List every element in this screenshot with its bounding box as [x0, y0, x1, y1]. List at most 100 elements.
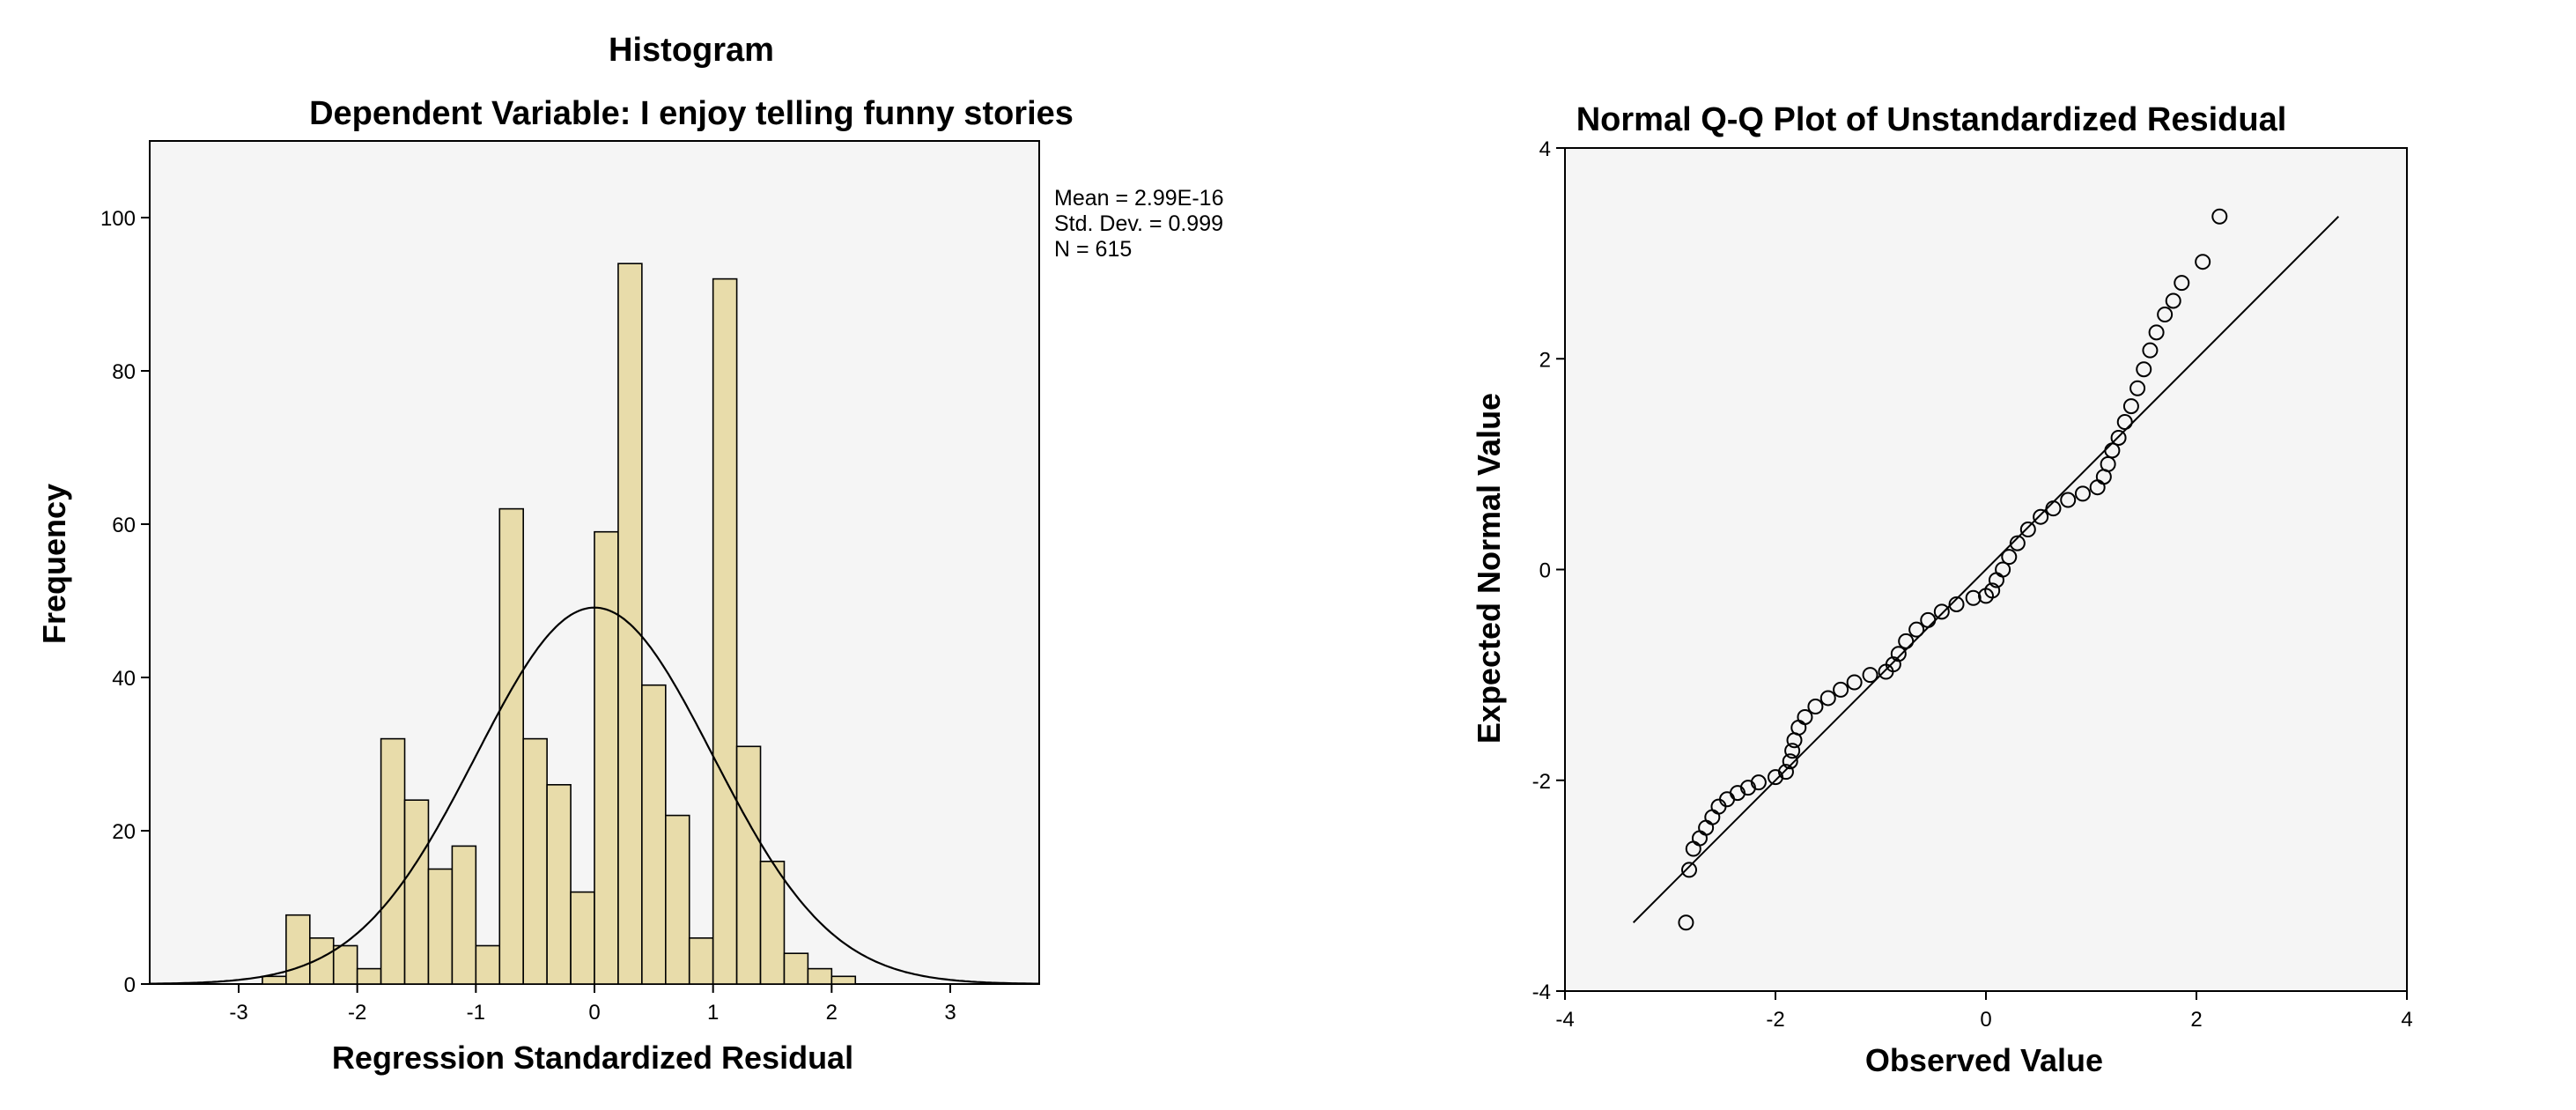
histogram-bar: [735, 745, 762, 985]
x-tick-label: -4: [1555, 1008, 1574, 1032]
qq-point: [1681, 862, 1698, 878]
y-tick-label: 40: [112, 667, 136, 691]
qq-point: [1784, 743, 1801, 759]
histogram-bar: [356, 967, 382, 985]
x-tick-label: 0: [588, 1001, 600, 1025]
y-tick-label: 0: [1539, 559, 1551, 583]
histogram-bar: [498, 507, 524, 985]
qq-point: [1862, 667, 1878, 684]
stats-mean: Mean = 2.99E-16: [1054, 186, 1224, 211]
qq-point: [2157, 307, 2174, 323]
qq-point: [1782, 753, 1798, 770]
x-tick-label: 2: [2190, 1008, 2202, 1032]
qq-point: [2211, 208, 2228, 225]
qq-plot-panel: -4 -2 0 2 4 -4 -2 0 2 4 Normal Q-Q Plot of Unstan…: [1409, 0, 2576, 1110]
qq-point: [1920, 611, 1937, 628]
reference-line: [1632, 216, 2340, 923]
x-tick-label: 3: [944, 1001, 956, 1025]
histogram-bar: [641, 684, 667, 985]
y-tick-label: 20: [112, 820, 136, 844]
qq-point: [2033, 508, 2049, 525]
qq-point: [2136, 361, 2152, 378]
histogram-bar: [664, 814, 690, 985]
histogram-bar: [403, 799, 430, 985]
y-tick-label: 4: [1539, 137, 1551, 161]
qq-point: [2148, 324, 2165, 341]
qq-point: [1833, 681, 1849, 698]
qq-point: [2019, 522, 2036, 538]
normal-curve: [150, 606, 1039, 985]
qq-point: [2045, 500, 2062, 517]
qq-point: [1965, 589, 1982, 606]
histogram-title: Histogram: [609, 32, 774, 69]
qq-point: [2074, 485, 2091, 502]
histogram-bar: [427, 868, 454, 985]
x-tick-label: -2: [348, 1001, 366, 1025]
qq-point: [1777, 764, 1794, 781]
qq-point: [1750, 774, 1767, 791]
qq-point: [1797, 708, 1813, 725]
qq-point: [2142, 342, 2159, 359]
histogram-x-axis-label: Regression Standardized Residual: [331, 1040, 854, 1076]
histogram-y-axis-label: Frequency: [36, 483, 72, 645]
qq-point: [1678, 914, 1694, 931]
qq-point: [1890, 646, 1907, 662]
qq-point: [2116, 414, 2133, 431]
x-tick-label: 0: [1980, 1008, 1991, 1032]
x-tick-label: -1: [467, 1001, 485, 1025]
histogram-bar: [594, 530, 619, 985]
histogram-bar: [570, 891, 595, 985]
histogram-bar: [688, 937, 714, 985]
y-tick-label: 80: [112, 360, 136, 384]
y-tick-label: 100: [100, 207, 136, 231]
qq-point: [2174, 275, 2190, 292]
y-tick-label: 60: [112, 514, 136, 537]
histogram-bar: [262, 975, 287, 985]
histogram-subtitle: Dependent Variable: I enjoy telling funn…: [309, 95, 1074, 132]
qq-point: [1898, 633, 1915, 649]
x-tick-label: -2: [1766, 1008, 1784, 1032]
histogram-stats-box: Mean = 2.99E-16 Std. Dev. = 0.999 N = 61…: [1054, 186, 1224, 263]
qq-point: [2122, 398, 2139, 415]
histogram-panel: -3 -2 -1 0 1 2 3 0 20 40 60 80 100 Histogram Depende…: [36, 32, 1224, 1076]
qq-point: [2001, 549, 2018, 566]
histogram-bar: [451, 845, 477, 985]
qq-point: [2129, 380, 2146, 396]
qq-point: [2009, 535, 2026, 551]
qq-point: [2104, 442, 2121, 459]
histogram-bar: [285, 914, 311, 985]
qq-point: [1846, 674, 1863, 691]
qq-point: [2195, 254, 2211, 270]
histogram-bar: [332, 944, 358, 985]
histogram-bar: [759, 860, 786, 985]
histogram-bar: [522, 737, 548, 985]
qq-point: [1948, 596, 1965, 612]
histogram-bar: [807, 967, 833, 985]
histogram-bar: [475, 944, 501, 985]
qq-x-axis-label: Observed Value: [1864, 1042, 2104, 1078]
qq-point: [1819, 690, 1836, 707]
qq-point: [2060, 492, 2077, 508]
qq-point: [1984, 582, 2001, 599]
qq-point: [1807, 699, 1824, 715]
histogram-chart: -3 -2 -1 0 1 2 3 0 20 40 60 80 100: [100, 140, 1040, 1025]
qq-point: [2165, 292, 2181, 309]
qq-point: [1908, 621, 1925, 638]
x-tick-label: 1: [707, 1001, 719, 1025]
stats-std-dev: Std. Dev. = 0.999: [1054, 211, 1224, 236]
qq-point: [2110, 429, 2127, 446]
histogram-bar: [712, 278, 738, 985]
histogram-bar: [830, 975, 857, 985]
qq-point: [1995, 561, 2011, 578]
y-tick-label: 0: [124, 973, 136, 997]
histogram-bar: [380, 737, 406, 985]
qq-y-axis-label: Expected Normal Value: [1471, 392, 1507, 744]
y-tick-label: -2: [1532, 770, 1551, 794]
qq-plot-title: Normal Q-Q Plot of Unstandardized Residu…: [1576, 101, 2287, 138]
stats-n: N = 615: [1054, 237, 1133, 262]
histogram-bar: [546, 783, 572, 985]
qq-point: [1933, 603, 1950, 620]
y-tick-label: -4: [1532, 980, 1551, 1004]
x-tick-label: -3: [229, 1001, 247, 1025]
qq-plot-chart: -4 -2 0 2 4 -4 -2 0 2 4: [1532, 137, 2413, 1032]
